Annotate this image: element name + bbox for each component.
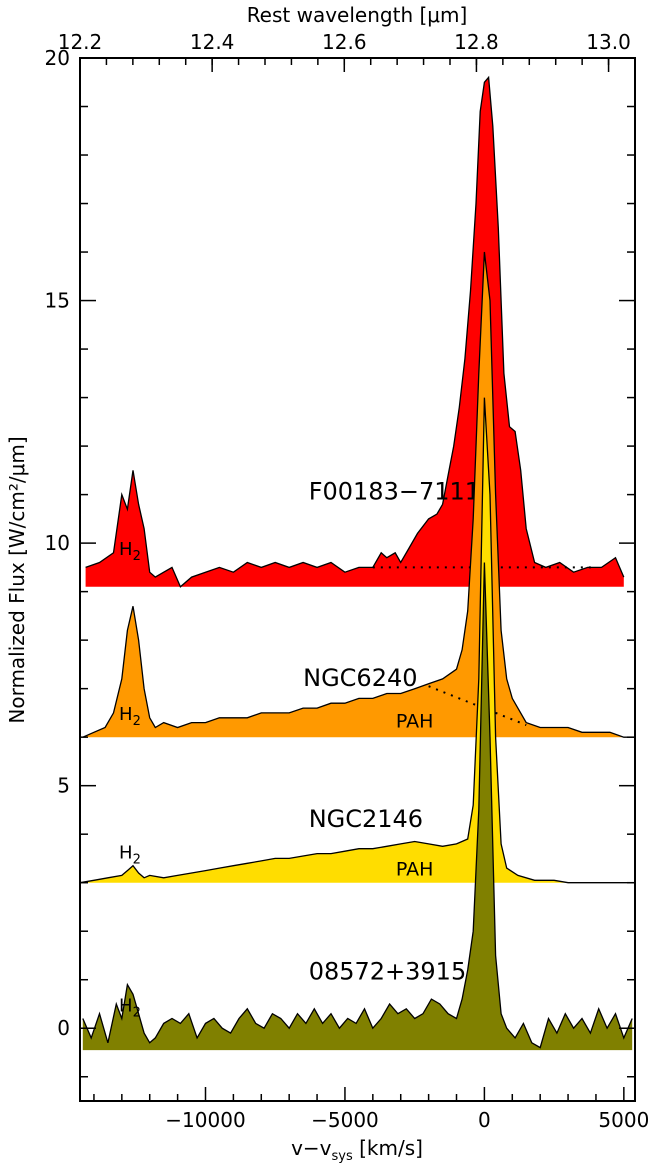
y-tick-label: 15 bbox=[45, 289, 70, 313]
series-label: NGC6240 bbox=[303, 664, 417, 692]
h2-label-main: H bbox=[119, 995, 133, 1016]
h2-label-main: H bbox=[119, 539, 133, 560]
x-axis-label: v−vsys [km/s] bbox=[291, 1136, 423, 1163]
h2-label-sub: 2 bbox=[133, 549, 141, 564]
y-axis-label: Normalized Flux [W/cm²/μm] bbox=[5, 436, 29, 723]
y-tick-label: 5 bbox=[57, 774, 70, 798]
series-area bbox=[82, 252, 636, 738]
series-area bbox=[85, 77, 624, 587]
h2-label-sub: 2 bbox=[133, 714, 141, 729]
y-tick-label: 20 bbox=[45, 46, 70, 70]
y-tick-label: 10 bbox=[45, 531, 70, 555]
series-line bbox=[79, 397, 635, 884]
top-tick-label: 12.2 bbox=[58, 30, 103, 54]
x-tick-label: −5000 bbox=[311, 1108, 379, 1132]
h2-label-sub: 2 bbox=[133, 852, 141, 867]
h2-label: H2 bbox=[119, 539, 141, 564]
series-label: F00183−7111 bbox=[309, 477, 480, 505]
series-0: F00183−7111 H2 bbox=[85, 75, 625, 588]
series-line bbox=[82, 562, 633, 1049]
top-axis-label: Rest wavelength [μm] bbox=[247, 3, 468, 27]
x-axis-label-unit: [km/s] bbox=[353, 1136, 423, 1160]
x-tick-label: −10000 bbox=[165, 1108, 245, 1132]
top-tick-label: 12.8 bbox=[454, 30, 499, 54]
h2-label-sub: 2 bbox=[133, 1005, 141, 1020]
x-axis-label-sub: sys bbox=[332, 1149, 353, 1163]
h2-label-main: H bbox=[119, 704, 133, 725]
series-line bbox=[85, 75, 625, 588]
top-tick-label: 12.4 bbox=[190, 30, 235, 54]
top-tick-label: 12.6 bbox=[322, 30, 367, 54]
series-label: NGC2146 bbox=[309, 805, 423, 833]
axes-layer: −10000 −5000 0 5000 12.2 12.4 12.6 12.8 13.0 0 5 10… bbox=[45, 30, 650, 1132]
h2-label-main: H bbox=[119, 842, 133, 863]
x-tick-label: 0 bbox=[478, 1108, 491, 1132]
plot-frame bbox=[79, 57, 636, 1102]
y-tick-label: 0 bbox=[57, 1016, 70, 1040]
x-tick-label: 5000 bbox=[598, 1108, 649, 1132]
top-tick-label: 13.0 bbox=[586, 30, 631, 54]
h2-label: H2 bbox=[119, 842, 141, 867]
pah-label: PAH bbox=[396, 858, 434, 880]
series-line bbox=[82, 251, 635, 738]
h2-label: H2 bbox=[119, 704, 141, 729]
x-axis-label-main: v−v bbox=[291, 1136, 332, 1160]
continuum-line bbox=[428, 685, 527, 726]
series-label: 08572+3915 bbox=[309, 958, 467, 986]
pah-label: PAH bbox=[396, 710, 434, 732]
h2-label: H2 bbox=[119, 995, 141, 1020]
